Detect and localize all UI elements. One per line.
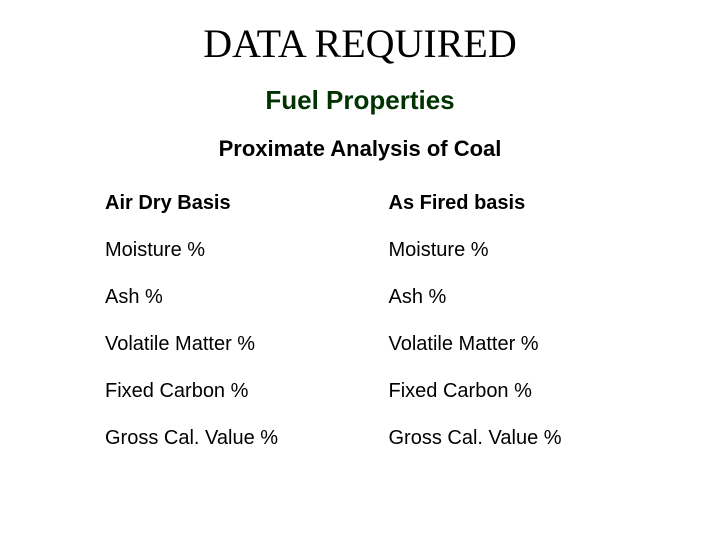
- cell-air-dry: Volatile Matter %: [105, 321, 389, 368]
- cell-as-fired: Fixed Carbon %: [389, 368, 631, 415]
- cell-air-dry: Fixed Carbon %: [105, 368, 389, 415]
- cell-air-dry: Moisture %: [105, 227, 389, 274]
- table-row: Volatile Matter % Volatile Matter %: [105, 321, 630, 368]
- table-row: Ash % Ash %: [105, 274, 630, 321]
- table-row: Gross Cal. Value % Gross Cal. Value %: [105, 415, 630, 462]
- table-header-air-dry: Air Dry Basis: [105, 180, 389, 227]
- cell-as-fired: Moisture %: [389, 227, 631, 274]
- table-row: Moisture % Moisture %: [105, 227, 630, 274]
- slide: DATA REQUIRED Fuel Properties Proximate …: [0, 0, 720, 540]
- cell-as-fired: Volatile Matter %: [389, 321, 631, 368]
- cell-as-fired: Gross Cal. Value %: [389, 415, 631, 462]
- page-subtitle: Fuel Properties: [0, 85, 720, 116]
- proximate-table: Air Dry Basis As Fired basis Moisture % …: [105, 180, 630, 462]
- table-header-as-fired: As Fired basis: [389, 180, 631, 227]
- table-row: Fixed Carbon % Fixed Carbon %: [105, 368, 630, 415]
- cell-air-dry: Gross Cal. Value %: [105, 415, 389, 462]
- table-header-row: Air Dry Basis As Fired basis: [105, 180, 630, 227]
- section-heading: Proximate Analysis of Coal: [0, 136, 720, 162]
- cell-air-dry: Ash %: [105, 274, 389, 321]
- cell-as-fired: Ash %: [389, 274, 631, 321]
- page-title: DATA REQUIRED: [0, 20, 720, 67]
